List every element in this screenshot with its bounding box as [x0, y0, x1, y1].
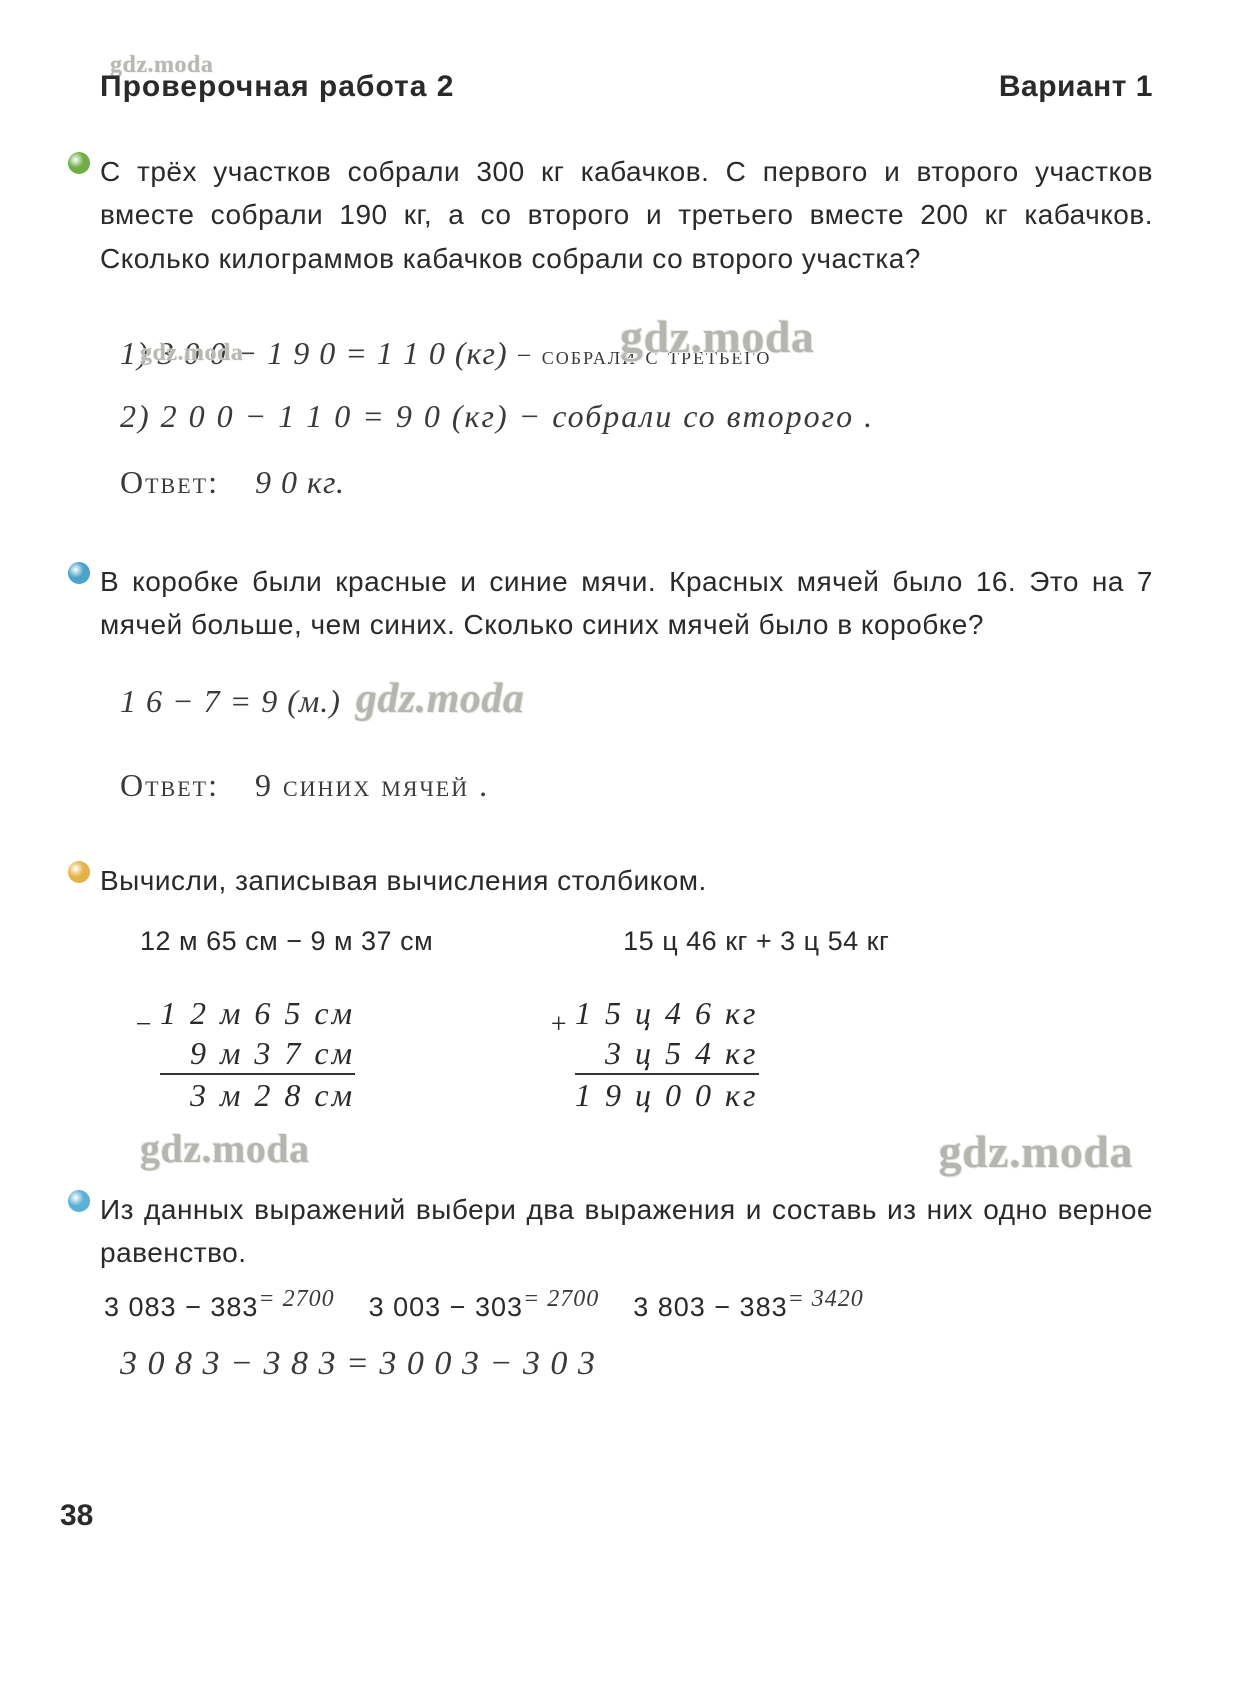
bullet-icon	[68, 1190, 90, 1212]
col-row: + 1 5 ц 4 6 кг	[575, 993, 758, 1033]
expression-list: 3 083 − 383= 2700 3 003 − 303= 2700 3 80…	[100, 1286, 1153, 1323]
answer-line: Ответ: 9 синих мячей .	[120, 756, 1153, 815]
page-number: 38	[60, 1499, 93, 1533]
problem-4-text: Из данных выражений выбери два выражения…	[100, 1188, 1153, 1275]
variant-label: Вариант 1	[999, 70, 1153, 104]
col-r1: 1 5 ц 4 6 кг	[575, 995, 758, 1031]
watermark-row: gdz.moda gdz.moda	[100, 1125, 1153, 1178]
final-equality: 3 0 8 3 − 3 8 3 = 3 0 0 3 − 3 0 3	[100, 1333, 1153, 1396]
column-right: + 1 5 ц 4 6 кг 3 ц 5 4 кг 1 9 ц 0 0 кг	[575, 993, 758, 1115]
expr-1: 3 083 − 383	[104, 1292, 258, 1322]
answer-label: Ответ:	[120, 464, 219, 500]
problem-3: Вычисли, записывая вычисления столбиком.…	[100, 859, 1153, 1177]
step-1: 1 6 − 7 = 9 (м.)	[120, 683, 341, 719]
column-calcs: − 1 2 м 6 5 см 9 м 3 7 см 3 м 2 8 см + 1…	[100, 993, 1153, 1115]
work-line: 1 6 − 7 = 9 (м.) gdz.moda	[120, 661, 1153, 739]
col-r2: 9 м 3 7 см	[160, 1033, 355, 1075]
answer-line: Ответ: 9 0 кг.	[120, 453, 1153, 512]
expression-right: 15 ц 46 кг + 3 ц 54 кг	[623, 921, 889, 963]
bullet-icon	[68, 152, 90, 174]
plus-sign: +	[549, 1007, 571, 1042]
watermark: gdz.moda	[620, 310, 814, 363]
bullet-icon	[68, 562, 90, 584]
problem-1: С трёх участков собрали 300 кг кабачков.…	[100, 150, 1153, 512]
expr-2: 3 003 − 303	[369, 1292, 523, 1322]
problem-4: Из данных выражений выбери два выражения…	[100, 1188, 1153, 1397]
minus-sign: −	[134, 1007, 156, 1042]
watermark: gdz.moda	[140, 1125, 310, 1178]
col-r1: 1 2 м 6 5 см	[160, 995, 355, 1031]
problem-2-text: В коробке были красные и синие мячи. Кра…	[100, 560, 1153, 647]
step-2: 2) 2 0 0 − 1 1 0 = 9 0 (кг) − собрали со…	[120, 398, 874, 434]
expr-1-ans: = 2700	[258, 1286, 334, 1312]
problem-2: В коробке были красные и синие мячи. Кра…	[100, 560, 1153, 816]
col-row: − 1 2 м 6 5 см	[160, 993, 355, 1033]
problem-3-expressions: 12 м 65 см − 9 м 37 см 15 ц 46 кг + 3 ц …	[100, 921, 1153, 963]
watermark: gdz.moda	[356, 676, 525, 722]
expression-left: 12 м 65 см − 9 м 37 см	[140, 921, 433, 963]
page-title: Проверочная работа 2	[100, 70, 454, 104]
problem-1-text: С трёх участков собрали 300 кг кабачков.…	[100, 150, 1153, 280]
answer-label: Ответ:	[120, 767, 219, 803]
col-r3: 3 м 2 8 см	[160, 1075, 355, 1115]
problem-3-text: Вычисли, записывая вычисления столбиком.	[100, 859, 1153, 902]
header: Проверочная работа 2 Вариант 1	[100, 70, 1153, 104]
watermark: gdz.moda	[939, 1125, 1133, 1178]
answer-value: 9 синих мячей .	[255, 767, 489, 803]
column-left: − 1 2 м 6 5 см 9 м 3 7 см 3 м 2 8 см	[160, 993, 355, 1115]
work-line: 2) 2 0 0 − 1 1 0 = 9 0 (кг) − собрали со…	[120, 387, 1153, 446]
problem-2-work: 1 6 − 7 = 9 (м.) gdz.moda Ответ: 9 синих…	[100, 661, 1153, 816]
watermark: gdz.moda	[140, 340, 243, 367]
col-r2: 3 ц 5 4 кг	[575, 1033, 758, 1075]
expr-3: 3 803 − 383	[633, 1292, 787, 1322]
expr-2-ans: = 2700	[523, 1286, 599, 1312]
bullet-icon	[68, 861, 90, 883]
expr-3-ans: = 3420	[788, 1286, 864, 1312]
worksheet-page: gdz.moda Проверочная работа 2 Вариант 1 …	[0, 0, 1243, 1703]
col-r3: 1 9 ц 0 0 кг	[575, 1075, 758, 1115]
answer-value: 9 0 кг.	[255, 464, 345, 500]
